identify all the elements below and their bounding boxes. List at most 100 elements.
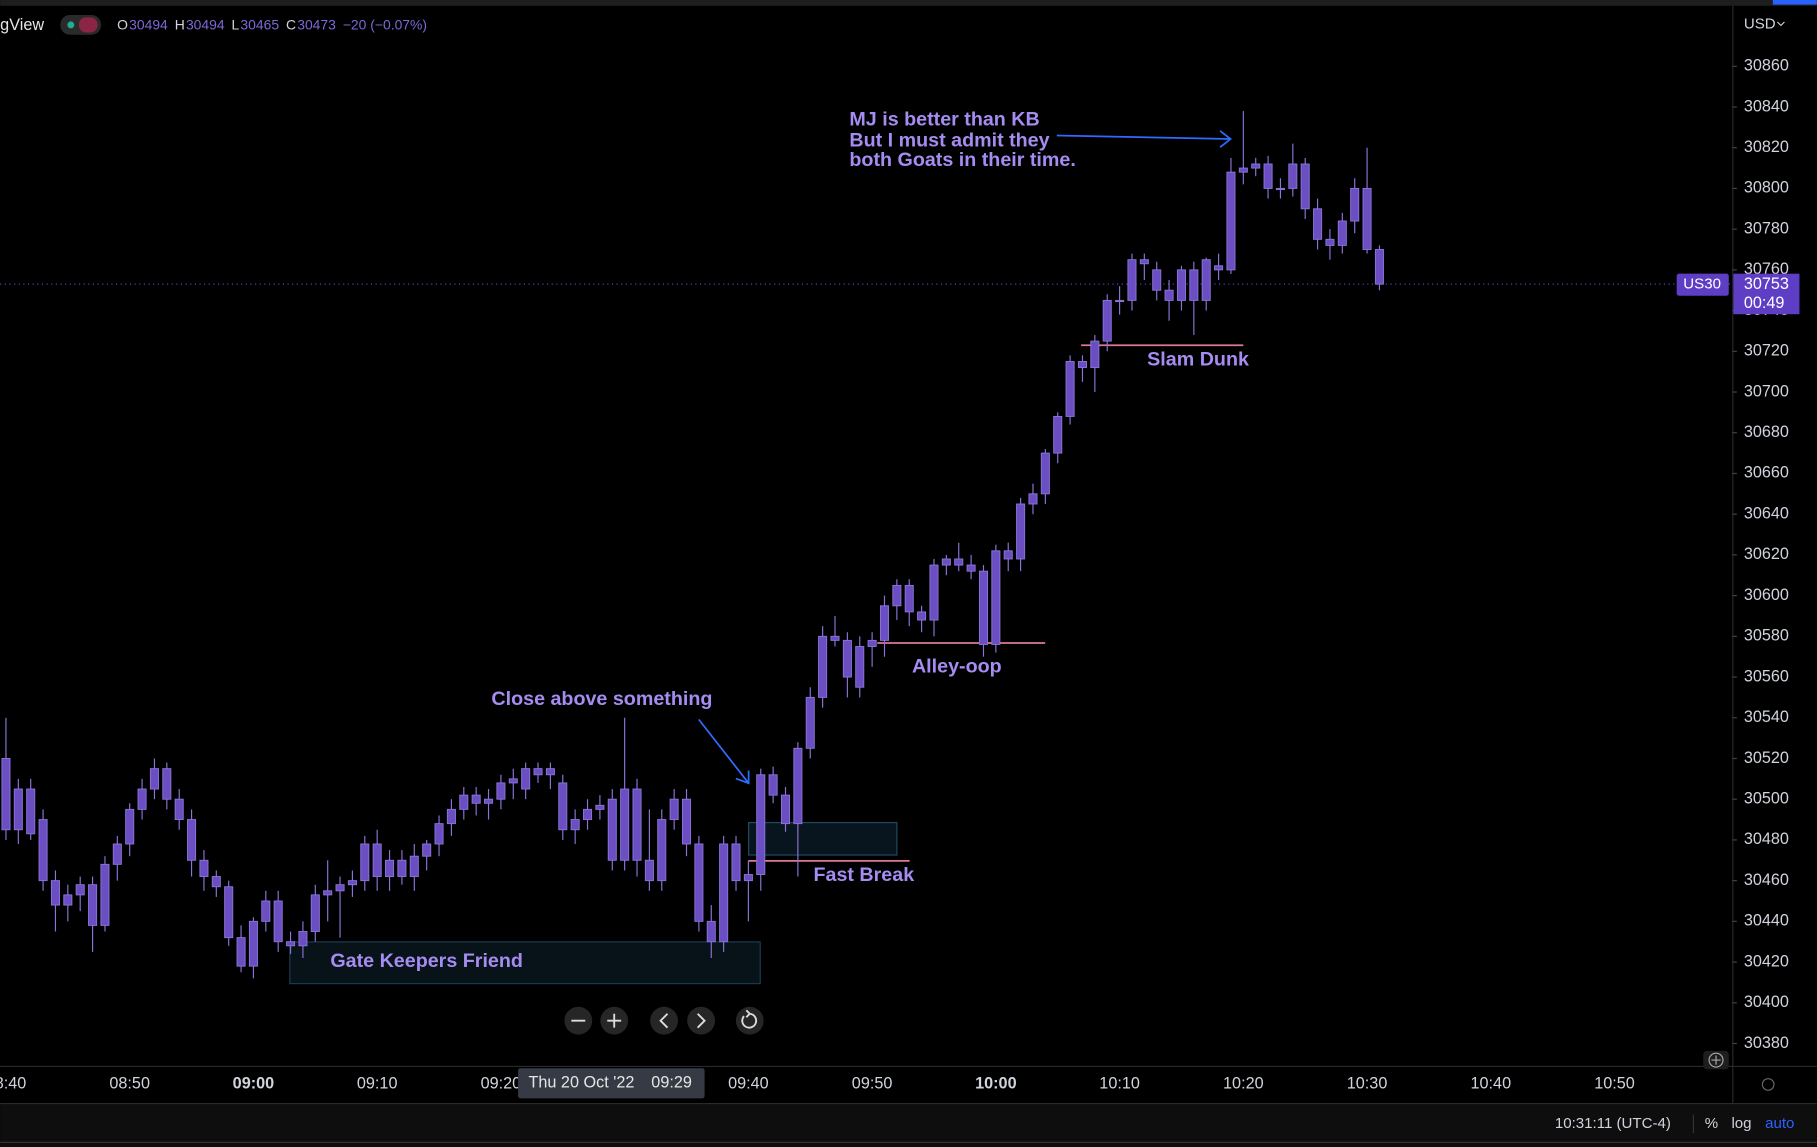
- y-tick-label: 30420: [1744, 952, 1789, 970]
- candle-body: [1226, 171, 1236, 271]
- y-tick-label: 30800: [1744, 179, 1789, 197]
- annotation: Slam Dunk: [1147, 349, 1249, 371]
- candle-body: [137, 788, 147, 810]
- candle-body: [595, 804, 605, 810]
- candle-body: [1115, 299, 1125, 303]
- y-tick-label: 30760: [1744, 260, 1789, 278]
- x-tick-label: 09:00: [233, 1075, 274, 1093]
- reset-button[interactable]: [735, 1006, 764, 1035]
- candle-body: [954, 558, 964, 566]
- candle-body: [1337, 220, 1347, 246]
- candle-body: [446, 808, 456, 825]
- candle-body: [1065, 361, 1075, 417]
- candle-body: [583, 808, 593, 821]
- settings-icon[interactable]: [1761, 1078, 1775, 1091]
- candle-body: [75, 884, 85, 896]
- candle-body: [1016, 503, 1026, 560]
- candle-body: [1164, 289, 1174, 301]
- candle-body: [63, 894, 73, 906]
- annotation: But I must admit they: [849, 130, 1049, 152]
- scroll-left-button[interactable]: [650, 1006, 678, 1035]
- candle-body: [174, 798, 184, 821]
- y-tick-label: 30660: [1744, 464, 1789, 482]
- y-tick-label: 30500: [1744, 789, 1789, 807]
- candle-body: [731, 843, 741, 882]
- crosshair-date: Thu 20 Oct '22: [528, 1074, 634, 1092]
- candle-body: [855, 646, 865, 688]
- top-accent: [1772, 0, 1817, 5]
- candle-body: [570, 819, 580, 831]
- annotation: Fast Break: [813, 864, 914, 886]
- candle-body: [1, 758, 11, 831]
- candle-body: [632, 788, 642, 861]
- status-icon: [78, 17, 98, 33]
- candle-body: [545, 768, 555, 776]
- x-tick-label: 10:40: [1471, 1075, 1512, 1093]
- percent-toggle[interactable]: %: [1705, 1115, 1718, 1132]
- currency[interactable]: USD: [1744, 15, 1776, 32]
- candle-body: [620, 788, 630, 861]
- candle-body: [892, 584, 902, 607]
- candle-body: [471, 794, 481, 804]
- y-tick-label: 30580: [1744, 627, 1789, 645]
- x-tick-label: 09:50: [852, 1075, 893, 1093]
- candle-body: [459, 794, 469, 810]
- candle-body: [434, 823, 444, 845]
- ohlc-change: −20 (−0.07%): [343, 16, 427, 32]
- scroll-right-button[interactable]: [687, 1006, 716, 1035]
- y-tick-label: 30460: [1744, 871, 1789, 889]
- x-tick-label: 10:00: [975, 1075, 1016, 1093]
- candle-body: [842, 639, 852, 678]
- candle-body: [323, 890, 333, 896]
- countdown-label: 00:49: [1744, 294, 1785, 312]
- candle-body: [768, 774, 778, 796]
- auto-toggle[interactable]: auto: [1765, 1115, 1794, 1132]
- zone-box: [748, 822, 898, 856]
- y-tick-label: 30540: [1744, 708, 1789, 726]
- candle-body: [904, 584, 914, 613]
- candle-body: [1102, 299, 1112, 342]
- y-tick-label: 30560: [1744, 667, 1789, 685]
- clock: 10:31:11 (UTC-4): [1555, 1115, 1671, 1132]
- candle-body: [88, 884, 98, 926]
- annotation: Close above something: [491, 688, 712, 710]
- candle-body: [248, 920, 258, 967]
- candle-body: [521, 768, 531, 790]
- arrows: [698, 130, 1233, 785]
- candle-body: [743, 874, 753, 882]
- ohlc-value: 30494: [129, 16, 168, 32]
- candle-body: [50, 880, 60, 906]
- candle-body: [26, 788, 36, 835]
- candle-body: [236, 937, 246, 967]
- y-tick-label: 30520: [1744, 749, 1789, 767]
- candle-body: [1251, 163, 1261, 169]
- ohlc-key: O: [117, 16, 128, 32]
- candle-body: [1362, 187, 1372, 250]
- candle-body: [879, 605, 890, 641]
- candle-body: [941, 558, 951, 566]
- candle-body: [681, 798, 692, 845]
- zone-box: [289, 941, 761, 985]
- y-tick-label: 30640: [1744, 504, 1789, 522]
- candle-body: [644, 859, 654, 882]
- candle-body: [1238, 167, 1248, 173]
- arrow: [698, 718, 750, 785]
- x-tick-label: 09:20: [481, 1075, 522, 1093]
- candle-body: [199, 859, 209, 878]
- log-toggle[interactable]: log: [1731, 1115, 1751, 1132]
- candle-body: [286, 941, 296, 947]
- y-tick-label: 30860: [1744, 57, 1789, 75]
- candle-body: [484, 798, 494, 804]
- y-tick-label: 30480: [1744, 830, 1789, 848]
- y-tick-label: 30380: [1744, 1034, 1789, 1052]
- crosshair-time: 09:29: [651, 1074, 692, 1092]
- candle-body: [422, 843, 432, 857]
- candle-body: [1350, 187, 1360, 222]
- nav-icons: [571, 1009, 758, 1029]
- annotation: Alley-oop: [912, 656, 1002, 678]
- candle-body: [100, 863, 110, 926]
- candle-body: [805, 696, 815, 749]
- candle-body: [162, 768, 172, 800]
- candle-body: [187, 819, 197, 861]
